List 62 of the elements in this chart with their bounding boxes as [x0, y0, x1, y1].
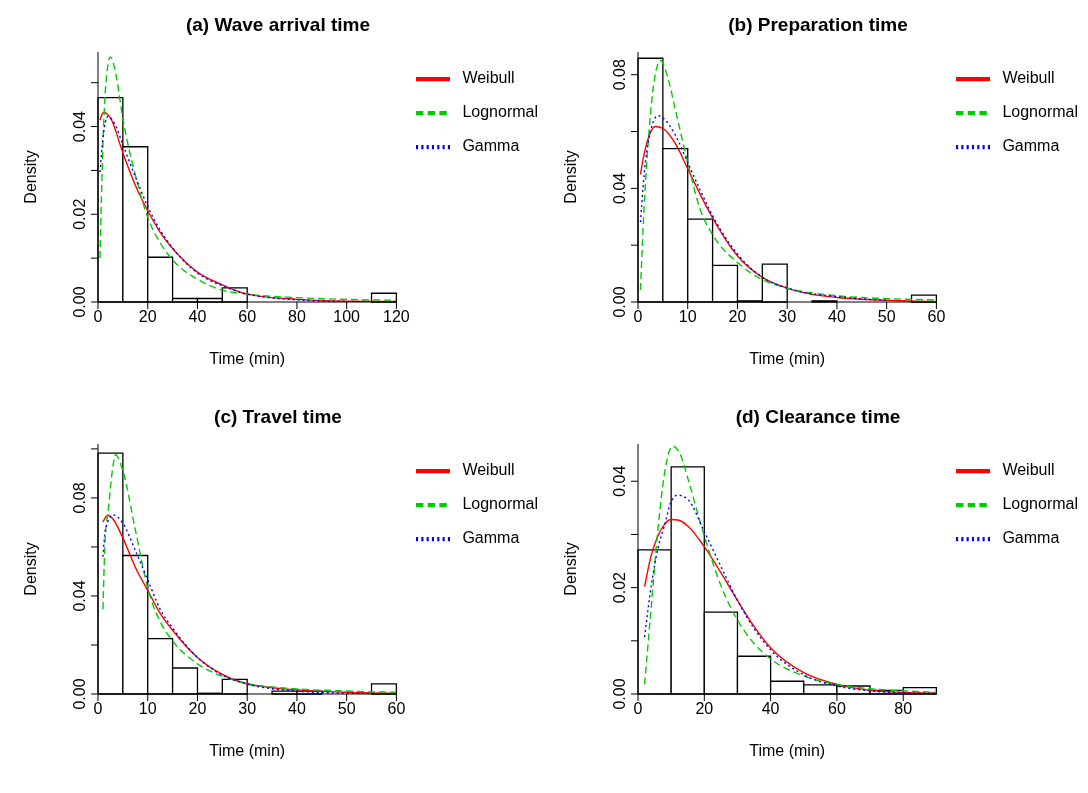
x-tick-label: 100	[333, 308, 361, 326]
x-tick-label: 40	[828, 308, 846, 326]
x-tick-label: 60	[387, 700, 406, 718]
x-axis-title: Time (min)	[209, 350, 286, 367]
y-tick-label: 0.04	[71, 580, 88, 612]
y-tick-label: 0.00	[611, 678, 628, 710]
chart-title: (b) Preparation time	[727, 13, 909, 37]
legend-label: Gamma	[462, 137, 520, 155]
y-axis-title: Density	[561, 542, 579, 596]
x-tick-label: 20	[695, 700, 714, 718]
x-tick-label: 10	[678, 308, 697, 326]
y-tick-label: 0.02	[611, 571, 628, 604]
legend-label: Gamma	[1002, 137, 1060, 155]
x-tick-label: 120	[383, 308, 410, 326]
x-tick-label: 30	[238, 700, 257, 718]
x-tick-label: 30	[778, 308, 797, 326]
legend-label: Lognormal	[1002, 103, 1078, 121]
x-tick-label: 0	[93, 308, 103, 326]
y-tick-label: 0.04	[611, 465, 628, 497]
legend-label: Lognormal	[462, 103, 538, 121]
x-tick-label: 20	[728, 308, 747, 326]
legend-label: Gamma	[462, 529, 520, 547]
chart-title: (d) Clearance time	[734, 405, 902, 429]
x-tick-label: 0	[633, 308, 643, 326]
y-tick-label: 0.04	[611, 172, 628, 204]
y-tick-label: 0.04	[71, 110, 88, 143]
x-axis-title: Time (min)	[209, 742, 286, 759]
y-tick-label: 0.02	[71, 198, 88, 230]
x-tick-label: 0	[633, 700, 643, 718]
x-tick-label: 10	[138, 700, 157, 718]
x-axis-title: Time (min)	[749, 350, 826, 367]
y-tick-label: 0.08	[611, 59, 628, 91]
x-tick-label: 40	[761, 700, 780, 718]
y-tick-label: 0.00	[611, 286, 628, 318]
legend-label: Weibull	[462, 69, 515, 87]
x-tick-label: 60	[828, 700, 846, 718]
legend-label: Gamma	[1002, 529, 1060, 547]
y-axis-title: Density	[21, 150, 39, 204]
legend-label: Weibull	[462, 461, 515, 479]
x-tick-label: 50	[877, 308, 896, 326]
x-tick-label: 50	[337, 700, 356, 718]
legend-label: Lognormal	[462, 495, 538, 513]
x-tick-label: 60	[238, 308, 257, 326]
x-tick-label: 80	[894, 700, 913, 718]
x-tick-label: 40	[188, 308, 207, 326]
chart-title: (a) Wave arrival time	[184, 13, 372, 37]
y-tick-label: 0.08	[71, 482, 88, 514]
chart-title: (c) Travel time	[213, 405, 343, 429]
x-tick-label: 80	[288, 308, 306, 326]
y-tick-label: 0.00	[71, 678, 88, 710]
y-axis-title: Density	[21, 542, 39, 596]
x-tick-label: 60	[927, 308, 946, 326]
x-axis-title: Time (min)	[749, 742, 826, 759]
x-tick-label: 40	[288, 700, 306, 718]
x-tick-label: 0	[93, 700, 103, 718]
y-tick-label: 0.00	[71, 286, 88, 318]
legend-label: Weibull	[1002, 69, 1055, 87]
legend-label: Weibull	[1002, 461, 1055, 479]
x-tick-label: 20	[188, 700, 207, 718]
x-tick-label: 20	[138, 308, 157, 326]
legend-label: Lognormal	[1002, 495, 1078, 513]
y-axis-title: Density	[561, 150, 579, 204]
